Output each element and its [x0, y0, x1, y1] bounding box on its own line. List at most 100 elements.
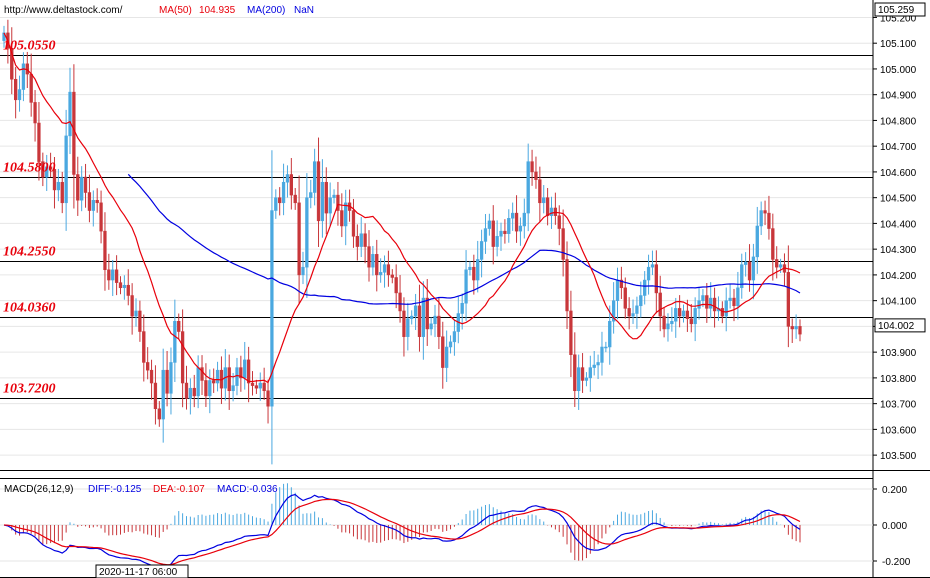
macd-value: MACD:-0.036 [217, 484, 278, 495]
candle-body [382, 264, 387, 273]
macd-diff-line [3, 493, 801, 570]
candle-body [468, 266, 472, 271]
candle-body [122, 284, 127, 289]
candle-body [254, 385, 259, 389]
candle-body [608, 320, 612, 348]
candle-body [316, 161, 321, 222]
candle-body [538, 179, 542, 204]
candle-body [320, 181, 325, 222]
site-label[interactable]: http://www.deltastock.com/ [4, 5, 123, 16]
price-tick-label: 103.600 [880, 425, 917, 436]
candle-body [705, 295, 709, 309]
candle-body [173, 320, 177, 363]
candle-body [235, 367, 239, 386]
candle-body [503, 230, 507, 234]
candle-body [340, 210, 344, 227]
candle-body [685, 310, 690, 319]
candle-body [580, 367, 585, 381]
candle-body [499, 230, 503, 237]
level-label: 104.0360 [3, 301, 56, 316]
candle-body [87, 192, 92, 211]
candle-body [693, 308, 697, 325]
candle-body [701, 295, 705, 301]
candle-body [14, 78, 18, 101]
ma200-line [127, 173, 801, 305]
candle-body [149, 369, 154, 384]
candle-body [557, 215, 561, 229]
candle-body [17, 89, 22, 101]
candle-body [262, 382, 266, 392]
candle-body [778, 264, 783, 268]
candle-body [212, 380, 216, 384]
macd-tick-label: -0.200 [882, 557, 911, 568]
candle-body [476, 259, 480, 281]
candle-body [491, 220, 495, 247]
level-label: 104.5800 [3, 161, 56, 176]
candle-body [615, 279, 620, 301]
candle-body [604, 346, 608, 349]
candle-body [794, 326, 798, 330]
candle-body [297, 202, 301, 276]
candle-body [452, 331, 457, 343]
price-axis-ticks: 105.200 105.100 105.000 104.900 104.800 104.7… [873, 13, 917, 462]
candle-body [569, 310, 573, 355]
candle-body [437, 315, 441, 337]
candle-body [650, 264, 655, 268]
last-price-tag-box [874, 318, 926, 333]
candle-body [363, 233, 367, 247]
price-tick-label: 104.700 [880, 142, 917, 153]
price-tick-label: 103.900 [880, 348, 917, 359]
candle-body [666, 323, 670, 330]
candle-body [732, 297, 736, 307]
candle-body [588, 367, 592, 379]
candle-body [421, 297, 426, 337]
candle-body [227, 367, 231, 392]
candle-body [448, 341, 453, 348]
candle-body [243, 359, 247, 379]
candle-body [549, 207, 554, 216]
last-price-tag: 104.002 [878, 321, 915, 332]
candle-body [747, 261, 752, 281]
candle-body [611, 300, 616, 322]
candle-body [258, 382, 262, 389]
candle-body [91, 199, 95, 211]
candle-body [406, 318, 410, 337]
candle-body [367, 246, 371, 268]
price-tick-label: 105.200 [880, 13, 917, 24]
price-tick-label: 103.800 [880, 374, 917, 385]
candle-body [204, 380, 208, 397]
candle-body [433, 315, 437, 325]
candle-body [351, 210, 356, 237]
candle-body [507, 218, 511, 234]
candle-body [681, 310, 686, 317]
level-label: 103.7200 [3, 382, 56, 397]
candle-body [359, 233, 363, 247]
date-label: 2020-11-17 06:00 [99, 567, 178, 578]
candle-body [328, 197, 332, 214]
macd-tick-label: 0.000 [882, 521, 907, 532]
candle-body [709, 297, 713, 309]
top-price-tag: 105.259 [878, 5, 915, 16]
candle-body [674, 308, 678, 322]
candle-body [305, 197, 309, 268]
candle-body [441, 336, 445, 368]
level-labels: 105.0550 104.5800 104.2550 104.0360 103.7200 [3, 39, 56, 397]
candle-body [464, 269, 468, 304]
candle-body [231, 385, 235, 392]
candle-body [10, 48, 14, 80]
candle-body [378, 272, 383, 276]
candle-body [658, 292, 662, 317]
candle-body [600, 346, 604, 363]
candle-body [511, 212, 515, 219]
candle-body [246, 359, 251, 384]
candle-body [417, 305, 422, 337]
candle-body [45, 166, 49, 178]
candle-body [107, 269, 111, 281]
candle-body [72, 91, 76, 175]
candle-body [146, 362, 150, 371]
candle-body [270, 210, 274, 407]
candle-body [483, 228, 488, 242]
candle-body [301, 266, 305, 276]
candle-body [472, 266, 476, 281]
